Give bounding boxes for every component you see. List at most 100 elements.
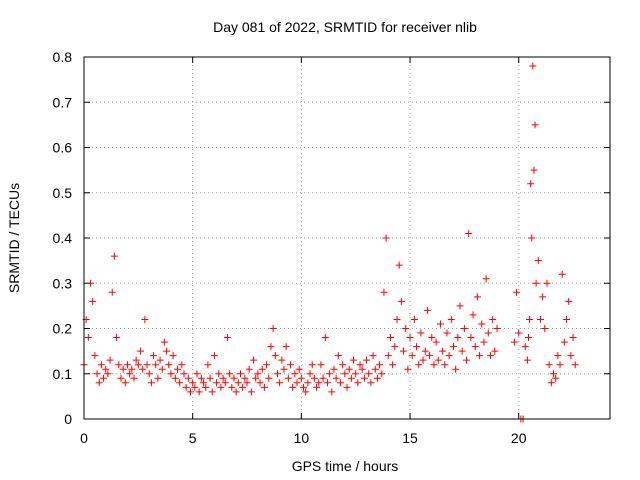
data-point-plus bbox=[371, 365, 379, 373]
x-tick-label: 15 bbox=[402, 430, 418, 446]
data-point-plus bbox=[436, 320, 444, 328]
data-point-plus bbox=[304, 379, 312, 387]
data-point-plus bbox=[415, 361, 423, 369]
data-point-plus bbox=[260, 383, 268, 391]
x-axis-label: GPS time / hours bbox=[292, 458, 399, 474]
y-tick-label: 0.8 bbox=[53, 49, 73, 65]
y-tick-label: 0.2 bbox=[53, 321, 73, 337]
data-point-plus bbox=[471, 343, 479, 351]
data-point-plus bbox=[393, 315, 401, 323]
data-point-plus bbox=[341, 370, 349, 378]
data-point-plus bbox=[524, 334, 532, 342]
data-point-plus bbox=[386, 334, 394, 342]
data-point-plus bbox=[534, 257, 542, 265]
y-tick-label: 0.3 bbox=[53, 275, 73, 291]
data-point-plus bbox=[363, 356, 371, 364]
data-points bbox=[80, 62, 579, 423]
data-point-plus bbox=[339, 361, 347, 369]
data-point-plus bbox=[447, 315, 455, 323]
data-point-plus bbox=[510, 338, 518, 346]
data-point-plus bbox=[552, 374, 560, 382]
data-point-plus bbox=[460, 325, 468, 332]
data-point-plus bbox=[343, 383, 351, 391]
data-point-plus bbox=[484, 329, 492, 337]
data-point-plus bbox=[527, 180, 535, 188]
data-point-plus bbox=[467, 334, 475, 342]
data-point-plus bbox=[554, 352, 562, 360]
data-point-plus bbox=[358, 365, 366, 373]
data-point-plus bbox=[280, 365, 288, 373]
data-point-plus bbox=[558, 270, 566, 278]
data-point-plus bbox=[176, 379, 184, 387]
data-point-plus bbox=[441, 361, 449, 369]
data-point-plus bbox=[91, 352, 99, 360]
data-point-plus bbox=[250, 356, 258, 364]
data-point-plus bbox=[213, 379, 221, 387]
data-point-plus bbox=[315, 379, 323, 387]
data-point-plus bbox=[350, 356, 358, 364]
data-point-plus bbox=[119, 365, 127, 373]
data-point-plus bbox=[154, 374, 162, 382]
data-point-plus bbox=[150, 352, 158, 360]
data-point-plus bbox=[567, 352, 575, 360]
data-point-plus bbox=[332, 374, 340, 382]
data-point-plus bbox=[173, 365, 181, 373]
data-point-plus bbox=[102, 365, 110, 373]
data-point-plus bbox=[236, 370, 244, 378]
data-point-plus bbox=[521, 343, 529, 351]
chart-title: Day 081 of 2022, SRMTID for receiver nli… bbox=[213, 19, 477, 35]
y-tick-label: 0 bbox=[64, 411, 72, 427]
data-point-plus bbox=[204, 361, 212, 369]
data-point-plus bbox=[208, 388, 216, 396]
data-point-plus bbox=[378, 370, 386, 378]
data-point-plus bbox=[189, 379, 197, 387]
data-point-plus bbox=[293, 379, 301, 387]
data-point-plus bbox=[226, 370, 234, 378]
data-point-plus bbox=[391, 343, 399, 351]
data-point-plus bbox=[384, 352, 392, 360]
data-point-plus bbox=[87, 279, 95, 287]
data-point-plus bbox=[432, 338, 440, 346]
data-point-plus bbox=[323, 379, 331, 387]
data-point-plus bbox=[569, 334, 577, 342]
data-point-plus bbox=[539, 293, 547, 301]
data-point-plus bbox=[482, 275, 490, 283]
data-point-plus bbox=[334, 352, 342, 360]
data-point-plus bbox=[443, 329, 451, 337]
data-point-plus bbox=[241, 374, 249, 382]
data-point-plus bbox=[547, 379, 555, 387]
data-point-plus bbox=[134, 361, 142, 369]
y-axis-label: SRMTID / TECUs bbox=[6, 183, 22, 293]
data-point-plus bbox=[239, 383, 247, 391]
data-point-plus bbox=[529, 62, 537, 70]
data-point-plus bbox=[354, 379, 362, 387]
data-point-plus bbox=[158, 365, 166, 373]
data-point-plus bbox=[267, 343, 275, 351]
data-point-plus bbox=[115, 361, 123, 369]
data-point-plus bbox=[321, 334, 329, 342]
data-point-plus bbox=[549, 370, 557, 378]
data-point-plus bbox=[456, 302, 464, 310]
data-point-plus bbox=[163, 347, 171, 355]
data-point-plus bbox=[182, 383, 190, 391]
data-point-plus bbox=[273, 370, 281, 378]
data-point-plus bbox=[541, 325, 549, 332]
data-point-plus bbox=[178, 361, 186, 369]
data-point-plus bbox=[145, 370, 153, 378]
data-point-plus bbox=[465, 229, 473, 237]
data-point-plus bbox=[400, 347, 408, 355]
data-point-plus bbox=[395, 261, 403, 269]
data-point-plus bbox=[419, 356, 427, 364]
data-point-plus bbox=[187, 388, 195, 396]
data-point-plus bbox=[171, 374, 179, 382]
data-point-plus bbox=[256, 379, 264, 387]
data-point-plus bbox=[439, 347, 447, 355]
data-point-plus bbox=[478, 320, 486, 328]
data-point-plus bbox=[197, 374, 205, 382]
data-point-plus bbox=[380, 288, 388, 296]
data-point-plus bbox=[167, 370, 175, 378]
y-tick-label: 0.7 bbox=[53, 94, 73, 110]
data-point-plus bbox=[310, 374, 318, 382]
x-tick-label: 20 bbox=[511, 430, 527, 446]
